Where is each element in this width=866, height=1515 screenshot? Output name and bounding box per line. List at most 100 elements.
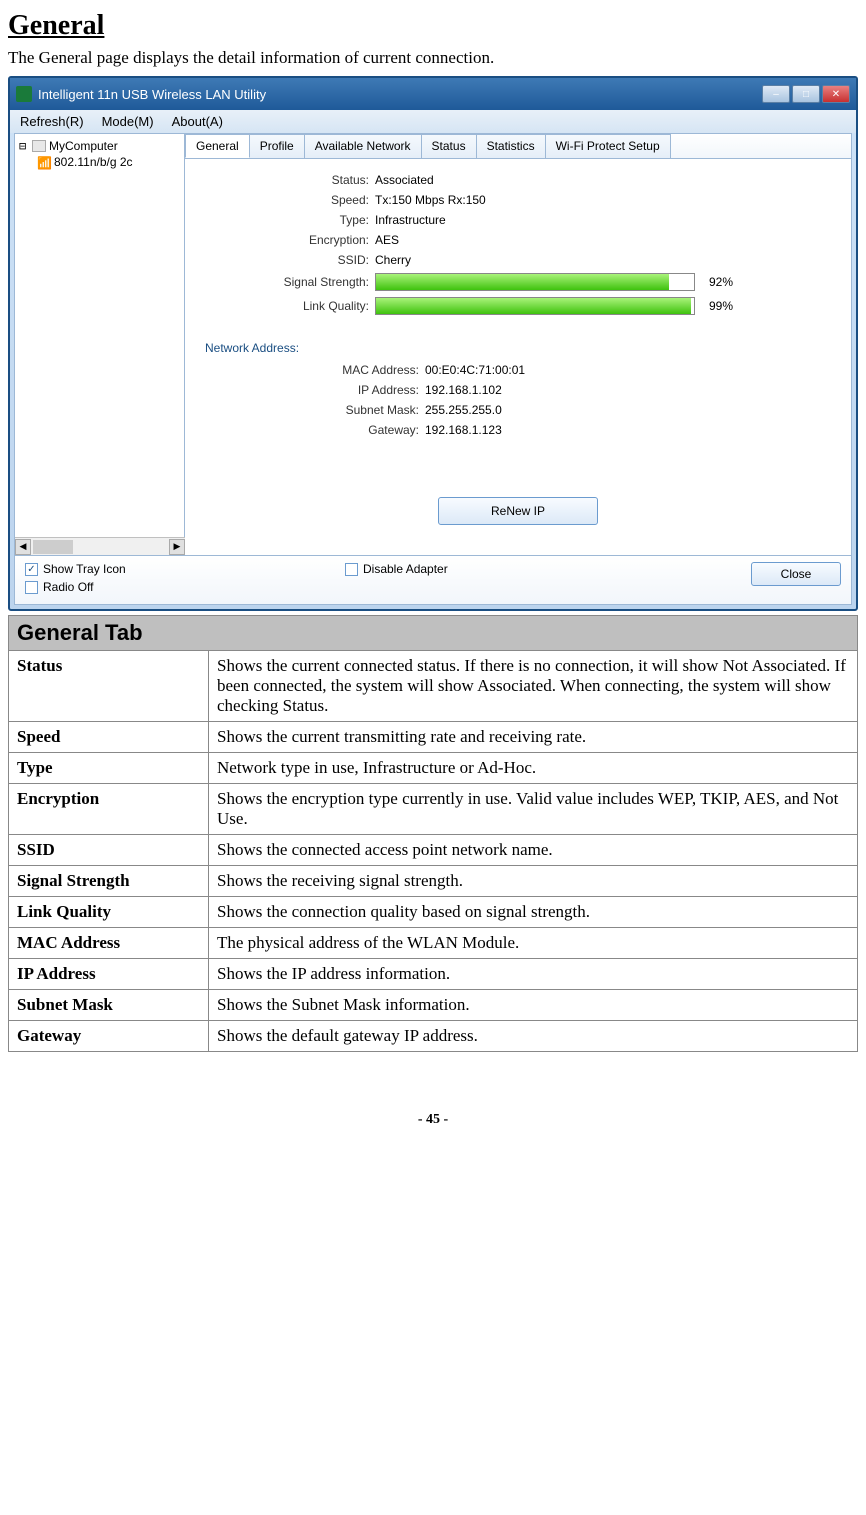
table-row: MAC AddressThe physical address of the W… xyxy=(9,928,858,959)
doc-key: Status xyxy=(9,651,209,722)
renew-ip-button[interactable]: ReNew IP xyxy=(438,497,598,525)
network-address-title: Network Address: xyxy=(205,341,831,355)
speed-label: Speed: xyxy=(205,193,375,207)
tree-scrollbar[interactable]: ◀ ▶ xyxy=(15,537,185,555)
checkbox-icon xyxy=(25,581,38,594)
doc-header: General Tab xyxy=(9,616,858,651)
mac-value: 00:E0:4C:71:00:01 xyxy=(425,363,525,377)
type-value: Infrastructure xyxy=(375,213,446,227)
close-app-button[interactable]: Close xyxy=(751,562,841,586)
tree-root-label: MyComputer xyxy=(49,139,118,153)
doc-desc: Shows the encryption type currently in u… xyxy=(209,784,858,835)
scroll-left-button[interactable]: ◀ xyxy=(15,539,31,555)
signal-label: Signal Strength: xyxy=(205,275,375,289)
tabstrip: General Profile Available Network Status… xyxy=(185,134,851,159)
scroll-right-button[interactable]: ▶ xyxy=(169,539,185,555)
table-row: Subnet MaskShows the Subnet Mask informa… xyxy=(9,990,858,1021)
close-button[interactable]: ✕ xyxy=(822,85,850,103)
table-row: IP AddressShows the IP address informati… xyxy=(9,959,858,990)
doc-desc: Shows the connection quality based on si… xyxy=(209,897,858,928)
disable-adapter-label: Disable Adapter xyxy=(363,562,448,576)
encryption-label: Encryption: xyxy=(205,233,375,247)
gateway-label: Gateway: xyxy=(205,423,425,437)
speed-value: Tx:150 Mbps Rx:150 xyxy=(375,193,486,207)
doc-key: Gateway xyxy=(9,1021,209,1052)
radio-off-label: Radio Off xyxy=(43,580,93,594)
tree-child-label: 802.11n/b/g 2c xyxy=(54,155,133,169)
doc-desc: Shows the current connected status. If t… xyxy=(209,651,858,722)
tree-root[interactable]: ⊟ MyComputer xyxy=(19,138,180,154)
disable-adapter-checkbox[interactable]: Disable Adapter xyxy=(345,562,665,576)
menu-about[interactable]: About(A) xyxy=(172,114,223,129)
doc-desc: The physical address of the WLAN Module. xyxy=(209,928,858,959)
doc-key: Signal Strength xyxy=(9,866,209,897)
mask-label: Subnet Mask: xyxy=(205,403,425,417)
page-title: General xyxy=(8,10,858,42)
link-percent: 99% xyxy=(709,299,733,313)
encryption-value: AES xyxy=(375,233,399,247)
doc-desc: Shows the current transmitting rate and … xyxy=(209,722,858,753)
page-number: - 45 - xyxy=(8,1112,858,1128)
table-row: GatewayShows the default gateway IP addr… xyxy=(9,1021,858,1052)
doc-desc: Shows the Subnet Mask information. xyxy=(209,990,858,1021)
doc-key: Encryption xyxy=(9,784,209,835)
doc-key: Link Quality xyxy=(9,897,209,928)
ssid-value: Cherry xyxy=(375,253,411,267)
maximize-button[interactable]: □ xyxy=(792,85,820,103)
table-row: StatusShows the current connected status… xyxy=(9,651,858,722)
table-row: SpeedShows the current transmitting rate… xyxy=(9,722,858,753)
general-pane: Status:Associated Speed:Tx:150 Mbps Rx:1… xyxy=(185,159,851,555)
signal-bar xyxy=(375,273,695,291)
app-icon xyxy=(16,86,32,102)
tab-available-network[interactable]: Available Network xyxy=(304,134,422,158)
signal-percent: 92% xyxy=(709,275,733,289)
link-label: Link Quality: xyxy=(205,299,375,313)
doc-key: MAC Address xyxy=(9,928,209,959)
app-window: Intelligent 11n USB Wireless LAN Utility… xyxy=(8,76,858,611)
type-label: Type: xyxy=(205,213,375,227)
menubar: Refresh(R) Mode(M) About(A) xyxy=(10,110,856,133)
show-tray-label: Show Tray Icon xyxy=(43,562,126,576)
tab-statistics[interactable]: Statistics xyxy=(476,134,546,158)
doc-desc: Shows the default gateway IP address. xyxy=(209,1021,858,1052)
table-row: TypeNetwork type in use, Infrastructure … xyxy=(9,753,858,784)
minimize-button[interactable]: – xyxy=(762,85,790,103)
tab-wps[interactable]: Wi-Fi Protect Setup xyxy=(545,134,671,158)
doc-key: SSID xyxy=(9,835,209,866)
titlebar[interactable]: Intelligent 11n USB Wireless LAN Utility… xyxy=(10,78,856,110)
doc-key: IP Address xyxy=(9,959,209,990)
gateway-value: 192.168.1.123 xyxy=(425,423,502,437)
ip-value: 192.168.1.102 xyxy=(425,383,502,397)
link-bar xyxy=(375,297,695,315)
doc-table: General Tab StatusShows the current conn… xyxy=(8,615,858,1052)
wifi-icon: 📶 xyxy=(37,156,51,168)
checkbox-icon: ✓ xyxy=(25,563,38,576)
doc-desc: Shows the IP address information. xyxy=(209,959,858,990)
doc-desc: Shows the receiving signal strength. xyxy=(209,866,858,897)
scroll-thumb[interactable] xyxy=(33,540,73,554)
table-row: Link QualityShows the connection quality… xyxy=(9,897,858,928)
table-row: SSIDShows the connected access point net… xyxy=(9,835,858,866)
ip-label: IP Address: xyxy=(205,383,425,397)
page-intro: The General page displays the detail inf… xyxy=(8,48,858,68)
tree-child[interactable]: 📶 802.11n/b/g 2c xyxy=(19,154,180,170)
window-title: Intelligent 11n USB Wireless LAN Utility xyxy=(38,87,266,102)
status-value: Associated xyxy=(375,173,434,187)
menu-mode[interactable]: Mode(M) xyxy=(102,114,154,129)
table-row: EncryptionShows the encryption type curr… xyxy=(9,784,858,835)
doc-desc: Shows the connected access point network… xyxy=(209,835,858,866)
tab-status[interactable]: Status xyxy=(421,134,477,158)
table-row: Signal StrengthShows the receiving signa… xyxy=(9,866,858,897)
status-label: Status: xyxy=(205,173,375,187)
tab-general[interactable]: General xyxy=(185,134,250,158)
mac-label: MAC Address: xyxy=(205,363,425,377)
doc-desc: Network type in use, Infrastructure or A… xyxy=(209,753,858,784)
tab-profile[interactable]: Profile xyxy=(249,134,305,158)
menu-refresh[interactable]: Refresh(R) xyxy=(20,114,84,129)
show-tray-checkbox[interactable]: ✓ Show Tray Icon xyxy=(25,562,345,576)
collapse-icon[interactable]: ⊟ xyxy=(19,139,29,153)
radio-off-checkbox[interactable]: Radio Off xyxy=(25,580,345,594)
doc-key: Type xyxy=(9,753,209,784)
device-tree[interactable]: ⊟ MyComputer 📶 802.11n/b/g 2c xyxy=(15,134,185,537)
doc-key: Speed xyxy=(9,722,209,753)
